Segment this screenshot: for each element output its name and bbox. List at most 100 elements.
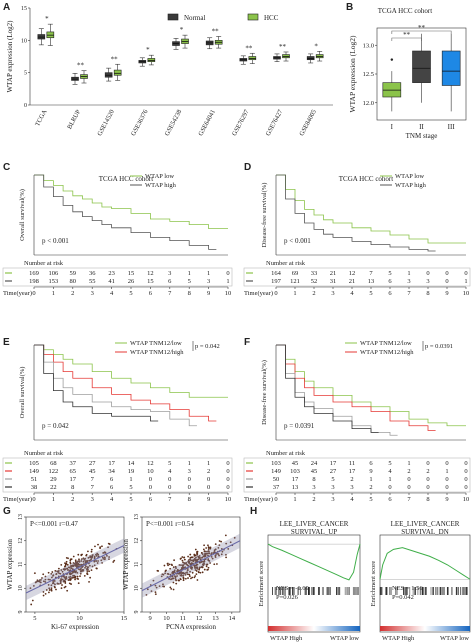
scatter-point [31, 599, 34, 602]
gsea-y-label: Enrichment score [258, 561, 265, 607]
risk-table-time-label: 9 [445, 496, 448, 503]
risk-table-value: 0 [226, 468, 229, 475]
scatter-point [196, 558, 199, 561]
risk-table-value: 1 [188, 270, 191, 277]
scatter-point [196, 579, 199, 581]
risk-table-time-label: 1 [293, 496, 296, 503]
risk-table-value: 149 [271, 468, 281, 475]
significance-star: * [146, 46, 150, 54]
scatter-point [102, 557, 105, 560]
risk-table-value: 0 [426, 270, 429, 277]
risk-table-value: 1 [226, 278, 229, 285]
scatter-point [62, 575, 65, 578]
significance-bracket [391, 37, 422, 41]
panel-b-category-label: II [419, 123, 424, 131]
scatter-point [66, 589, 69, 592]
risk-table-value: 6 [110, 476, 114, 483]
scatter-point [89, 556, 92, 559]
risk-table-value: 6 [388, 278, 392, 285]
scatter-point [165, 569, 167, 572]
risk-table-value: 50 [273, 476, 280, 483]
scatter-point [50, 573, 53, 575]
risk-table-value: 0 [445, 476, 448, 483]
panel-a-y-tick-label: 15 [21, 6, 27, 12]
risk-table-value: 0 [226, 476, 229, 483]
risk-table-time-label: 6 [388, 496, 392, 503]
scatter-point [70, 567, 72, 569]
scatter-point [74, 559, 77, 562]
significance-star: * [45, 15, 49, 23]
scatter-point [44, 592, 47, 595]
scatter-x-label: PCNA expression [166, 623, 216, 631]
scatter-point [64, 580, 67, 583]
scatter-point [162, 583, 164, 586]
legend-swatch-hcc [247, 13, 259, 21]
risk-table-value: 7 [369, 270, 373, 277]
scatter-point [182, 566, 185, 569]
panel-b-category-label: I [391, 123, 394, 131]
risk-table-value: 122 [49, 468, 59, 475]
scatter-point [195, 570, 198, 572]
risk-table-time-label: 8 [426, 290, 429, 297]
risk-table-frame [2, 457, 233, 493]
scatter-y-tick-label: 10 [18, 585, 24, 591]
risk-table-time-label: 3 [331, 290, 334, 297]
scatter-point [209, 546, 212, 549]
risk-table-time-label: 7 [407, 496, 411, 503]
risk-table-value: 17 [292, 476, 299, 483]
scatter-point [218, 554, 220, 557]
scatter-point [208, 552, 211, 555]
gsea-title-line-1: LEE_LIVER_CANCER [280, 520, 349, 528]
scatter-point [194, 567, 197, 569]
scatter-point [176, 575, 178, 577]
scatter-point [86, 568, 89, 571]
risk-table-value: 10 [147, 468, 154, 475]
risk-table-time-label: 3 [91, 290, 94, 297]
risk-table-time-label: 1 [52, 290, 55, 297]
scatter-point [42, 594, 45, 597]
scatter-point [74, 564, 76, 567]
scatter-point [54, 583, 56, 586]
survival-y-label: Overall survival(%) [19, 367, 26, 419]
scatter-point [199, 557, 201, 560]
gsea-title-line-2: SURVIVAL_UP [291, 528, 337, 536]
scatter-point [190, 562, 193, 564]
risk-table-time-label: 7 [168, 290, 172, 297]
scatter-point [201, 566, 204, 569]
risk-table-time-label: 2 [312, 496, 315, 503]
gsea-hits [272, 587, 359, 595]
risk-table-value: 0 [426, 484, 429, 491]
scatter-point [190, 568, 193, 570]
scatter-point [225, 556, 227, 559]
risk-table-value: 0 [388, 484, 391, 491]
risk-table-value: 0 [445, 278, 448, 285]
scatter-point [184, 573, 187, 576]
legend-swatch-normal [167, 13, 179, 21]
scatter-point [164, 572, 167, 575]
scatter-point [181, 564, 184, 567]
scatter-point [210, 555, 213, 558]
scatter-point [57, 570, 60, 572]
scatter-point [106, 554, 108, 557]
scatter-point [47, 578, 50, 581]
scatter-point [195, 556, 197, 559]
risk-table-time-label: 5 [369, 496, 372, 503]
scatter-point [211, 557, 214, 560]
scatter-point [72, 564, 74, 567]
gsea-p-value: P=0.042 [392, 594, 414, 601]
scatter-point [69, 569, 71, 572]
scatter-point [79, 572, 82, 575]
risk-table-value: 0 [188, 484, 191, 491]
risk-table-title: Number at risk [24, 450, 64, 457]
scatter-point [91, 554, 94, 557]
scatter-point [218, 544, 221, 547]
scatter-point [163, 585, 165, 588]
risk-table-value: 3 [207, 278, 210, 285]
risk-table-time-title: Time(year) [3, 496, 32, 503]
survival-curve-3 [34, 344, 197, 427]
scatter-point [50, 576, 53, 579]
risk-table-value: 1 [407, 460, 410, 467]
scatter-point [198, 568, 201, 571]
gsea-x-label-low: WTAP low [330, 635, 359, 642]
risk-table-value: 2 [350, 476, 353, 483]
